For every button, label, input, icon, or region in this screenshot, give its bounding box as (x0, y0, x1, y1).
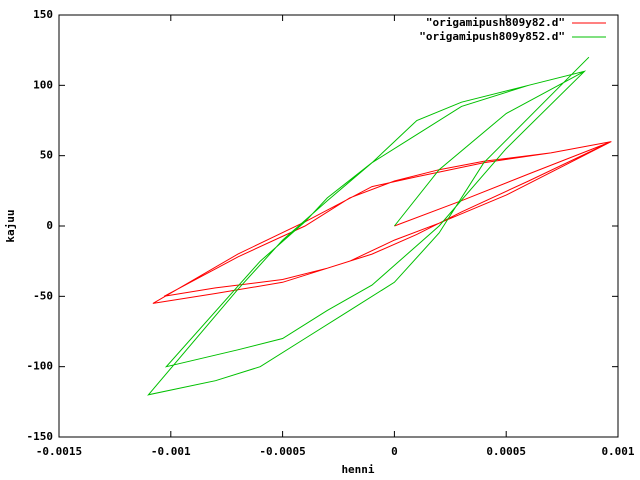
y-axis-label: kajuu (4, 209, 17, 242)
x-tick-label: -0.001 (151, 445, 191, 458)
x-tick-label: -0.0005 (259, 445, 305, 458)
y-tick-label: 50 (40, 149, 53, 162)
y-tick-label: -150 (27, 430, 54, 443)
y-tick-label: 150 (33, 8, 53, 21)
y-tick-label: 100 (33, 78, 53, 91)
legend-label: "origamipush809y852.d" (419, 30, 565, 43)
x-axis-label: henni (341, 463, 374, 476)
x-tick-label: 0 (391, 445, 398, 458)
y-tick-label: -100 (27, 360, 54, 373)
x-tick-label: 0.001 (601, 445, 634, 458)
y-tick-label: -50 (33, 289, 53, 302)
series-line (152, 141, 612, 304)
y-tick-label: 0 (46, 219, 53, 232)
series-line (147, 56, 590, 396)
plot-frame (58, 14, 619, 438)
x-tick-label: -0.0015 (36, 445, 82, 458)
legend-label: "origamipush809y82.d" (426, 16, 565, 29)
x-tick-label: 0.0005 (486, 445, 526, 458)
